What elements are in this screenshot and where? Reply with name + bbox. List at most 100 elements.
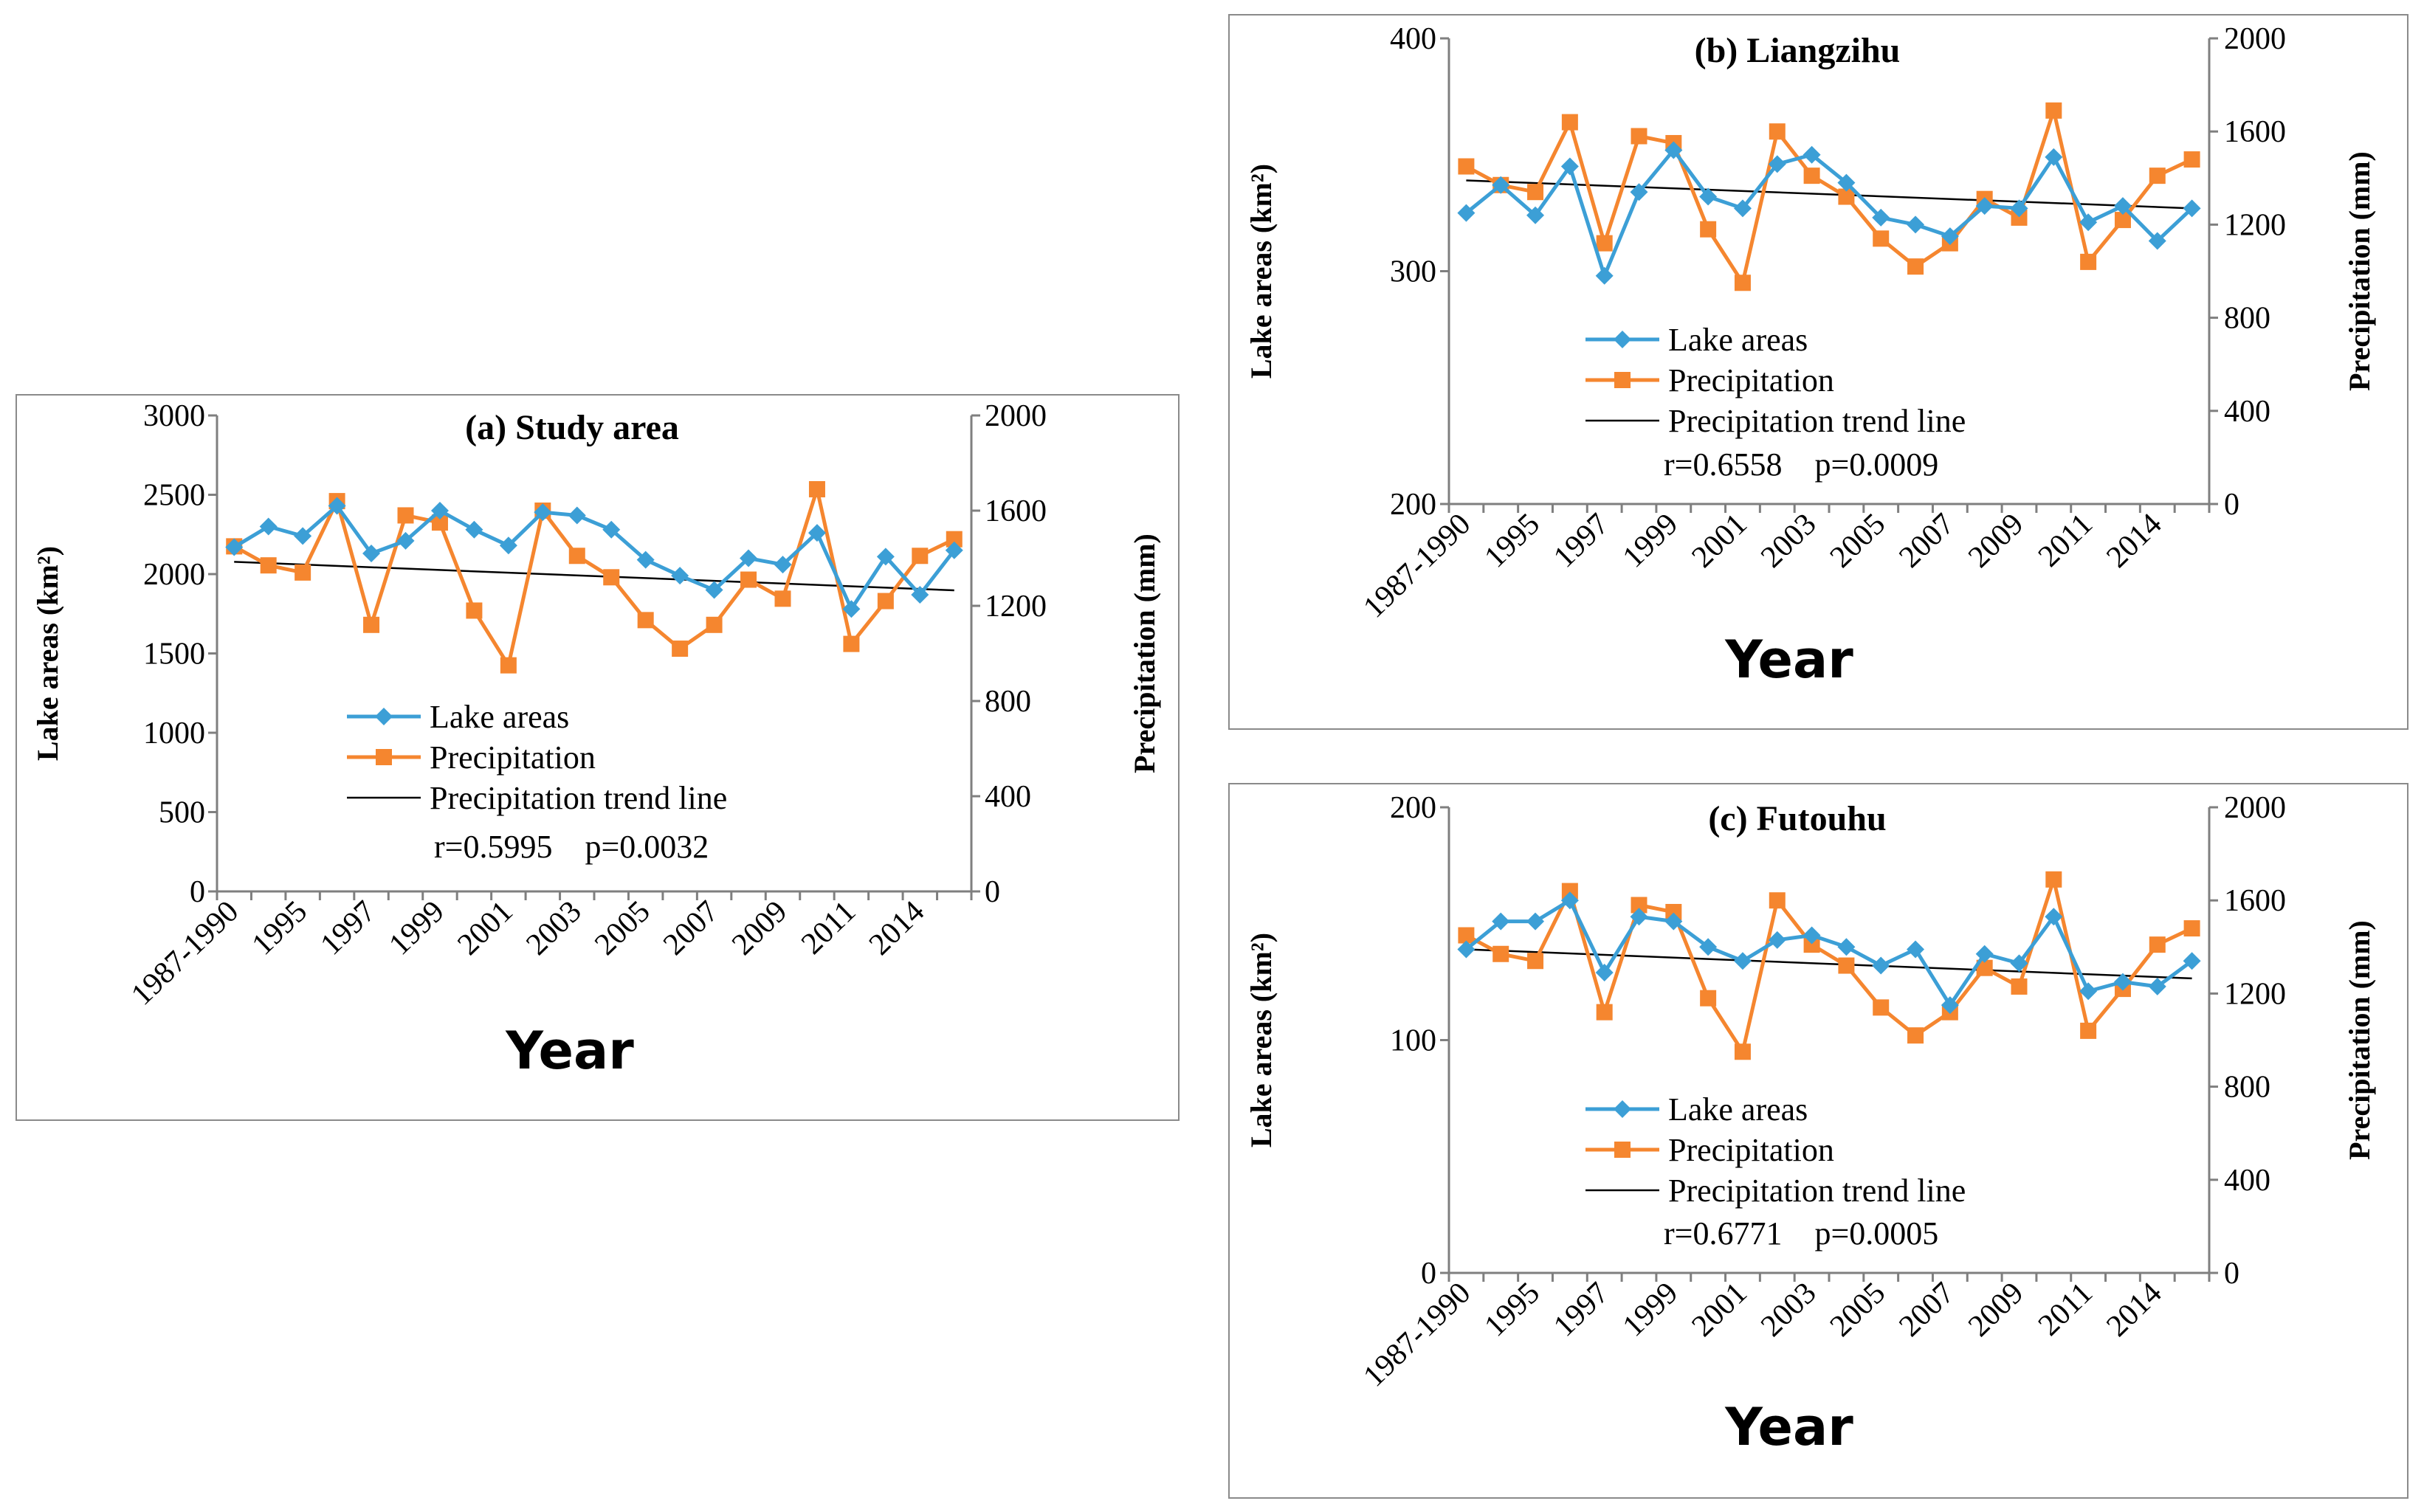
chart-frame [1228,783,2408,1499]
precipitation-point [706,616,723,633]
precipitation-point [431,514,448,531]
precipitation-point [1838,188,1855,205]
precipitation-point [1492,945,1509,962]
precipitation-point [1769,123,1786,140]
lake-area-point [1872,956,1890,975]
precipitation-point [568,548,585,565]
lake-area-point [225,538,244,556]
precipitation-point [843,635,860,652]
lake-area-point [534,503,552,522]
lake-area-point [259,517,278,536]
precipitation-point [1803,936,1820,953]
precipitation-point [2149,168,2166,184]
right-tick-label: 2000 [985,399,1047,433]
precipitation-point [774,590,791,607]
chart-frame [1228,14,2408,730]
legend-label-trend: Precipitation trend line [430,780,727,816]
lake-area-point [1595,964,1614,982]
lake-area-point [1733,199,1752,218]
left-tick-label: 400 [1390,22,1436,56]
lake-area-point [1492,176,1510,194]
lake-area-point [1699,187,1718,206]
precipitation-point [1665,903,1682,920]
precipitation-point [2114,212,2131,229]
left-tick-label: 2500 [143,479,205,513]
precipitation-point [1976,959,1993,976]
right-tick-label: 800 [2224,302,2270,336]
right-tick-label: 400 [2224,1164,2270,1198]
precipitation-point [672,641,689,657]
lake-area-point [1630,908,1648,926]
lake-area-point [1560,157,1579,176]
left-tick-label: 1000 [143,717,205,750]
precipitation-point [2149,936,2166,953]
precipitation-point [1561,114,1578,131]
lake-area-point [1614,1100,1631,1118]
precipitation-point [2183,920,2200,937]
lake-area-point [1595,266,1614,285]
lake-area-point [1768,931,1786,949]
precipitation-point [1631,897,1647,914]
lake-areas-line [1464,148,2194,278]
lake-area-point [375,708,393,725]
legend-label-trend: Precipitation trend line [1668,403,1966,439]
right-tick-label: 0 [985,875,1000,909]
precipitation-point [2080,1022,2097,1039]
lake-area-point [1837,938,1856,956]
left-tick-label: 200 [1390,488,1436,522]
precipitation-point [1561,883,1578,900]
precipitation-point [1734,1043,1751,1060]
lake-area-point [1768,155,1786,173]
lake-area-point [2183,199,2201,218]
precipitation-point [1458,158,1475,175]
right-tick-label: 400 [2224,395,2270,429]
left-tick-label: 200 [1390,791,1436,825]
stats-annotation: r=0.6558 p=0.0009 [1664,446,1938,483]
precipitation-point [466,602,483,619]
x-axis-title: Year [1724,629,1853,690]
left-tick-label: 0 [1421,1257,1436,1291]
lake-area-point [876,548,895,566]
right-tick-label: 1200 [2224,977,2286,1011]
lake-area-point [1941,996,1959,1015]
precipitation-point [603,569,620,586]
lake-area-point [1526,206,1545,224]
lake-area-point [705,581,723,599]
precipitation-point [500,657,517,674]
right-tick-label: 0 [2224,488,2239,522]
lake-area-point [1664,912,1683,931]
lake-area-point [430,502,449,519]
lake-area-point [671,567,689,585]
precipitation-point [1596,1004,1613,1021]
right-tick-label: 800 [985,685,1031,719]
lake-area-point [1492,912,1510,931]
lake-area-point [499,536,517,555]
lake-area-point [2045,148,2063,166]
lake-area-point [1802,926,1821,945]
lake-area-point [465,520,483,539]
precipitation-point [946,531,963,548]
precipitation-point [1614,372,1631,388]
precipitation-point [912,548,929,565]
chart-title: (b) Liangzihu [1695,31,1901,70]
precipitation-point [637,612,654,629]
precipitation-point [2011,978,2028,995]
x-axis-title: Year [1724,1397,1853,1457]
precipitation-point [1527,953,1544,970]
lake-area-point [1699,938,1718,956]
precipitation-point [1700,990,1717,1007]
chart-frame [16,394,1180,1121]
lake-area-point [362,545,381,563]
precipitation-point [877,593,894,610]
lake-area-point [602,520,621,539]
precipitation-point [1596,235,1613,252]
lake-area-point [1664,141,1683,159]
precipitation-point [740,571,757,588]
left-tick-label: 3000 [143,399,205,433]
lake-area-point [294,527,312,545]
lake-area-point [1614,331,1631,348]
chart-panel-study-area: 0 500 1000 1500 2000 2500 3000 0 400 800 1200 1600 2… [16,394,1180,1121]
right-tick-label: 2000 [2224,22,2286,56]
legend-label-precipitation: Precipitation [1668,362,1834,398]
